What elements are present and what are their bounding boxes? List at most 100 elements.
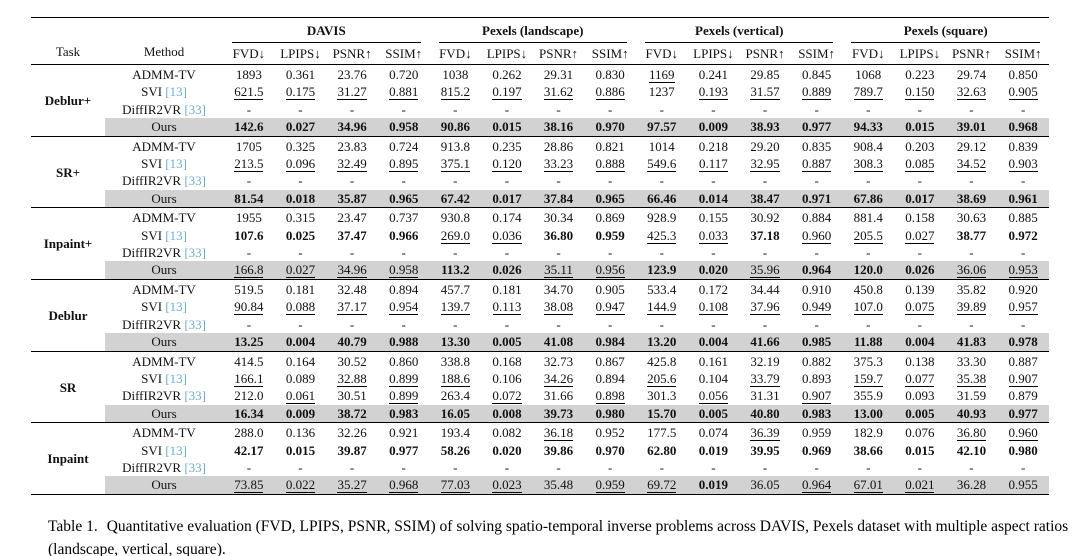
- citation-link[interactable]: [33]: [184, 459, 206, 475]
- value-cell: 38.66: [842, 442, 894, 459]
- value-cell: 0.061: [275, 387, 327, 405]
- method-cell: SVI [13]: [105, 442, 223, 459]
- value-cell: 39.95: [739, 442, 791, 459]
- method-cell: DiffIR2VR [33]: [105, 387, 223, 404]
- value-text: 33.30: [956, 353, 987, 369]
- citation-link[interactable]: [13]: [165, 370, 187, 386]
- citation-link[interactable]: [33]: [184, 388, 206, 404]
- value-cell: 0.218: [688, 136, 740, 155]
- value-cell: 0.018: [274, 189, 327, 208]
- value-cell: 0.004: [687, 333, 740, 351]
- value-cell: -: [275, 172, 327, 189]
- value-cell: 0.181: [481, 279, 533, 298]
- value-text: 39.86: [543, 442, 574, 458]
- value-text: 144.9: [647, 299, 677, 316]
- value-text: 13.30: [440, 334, 470, 350]
- value-text: -: [917, 316, 923, 332]
- column-group-label: Pexels (landscape): [438, 23, 627, 43]
- value-text: 0.888: [595, 156, 625, 173]
- value-text: 0.905: [595, 281, 625, 297]
- value-text: 0.120: [492, 156, 522, 173]
- method-cell: DiffIR2VR [33]: [105, 316, 223, 333]
- citation-link[interactable]: [13]: [165, 442, 187, 458]
- value-cell: 0.835: [791, 136, 843, 155]
- value-text: -: [814, 316, 819, 332]
- citation-link[interactable]: [13]: [165, 84, 187, 100]
- value-cell: -: [481, 101, 533, 118]
- value-text: 0.953: [1008, 262, 1038, 279]
- value-text: 32.63: [956, 84, 987, 101]
- value-cell: 34.26: [533, 370, 585, 387]
- method-cell: Ours: [105, 476, 224, 495]
- value-text: 16.05: [440, 405, 470, 421]
- value-cell: 0.983: [377, 404, 430, 423]
- value-cell: 212.0: [223, 387, 275, 404]
- citation-link[interactable]: [33]: [184, 173, 206, 189]
- value-text: 0.737: [389, 210, 419, 226]
- value-cell: 0.968: [377, 476, 430, 495]
- value-cell: -: [223, 101, 275, 118]
- value-cell: -: [842, 459, 894, 476]
- value-text: 0.203: [905, 138, 935, 154]
- value-text: 42.10: [956, 442, 987, 458]
- value-text: -: [762, 459, 768, 475]
- value-text: 0.903: [1008, 156, 1038, 173]
- metric-header: FVD↓: [232, 45, 266, 61]
- value-text: 0.223: [905, 67, 935, 82]
- value-cell: -: [481, 316, 533, 333]
- value-cell: 0.019: [687, 476, 740, 495]
- value-text: 1038: [442, 67, 469, 82]
- citation-link[interactable]: [33]: [184, 245, 206, 261]
- citation-link[interactable]: [33]: [184, 316, 206, 332]
- value-text: 621.5: [234, 84, 264, 101]
- value-cell: 0.953: [997, 261, 1049, 280]
- value-cell: -: [739, 459, 791, 476]
- value-text: 0.004: [905, 334, 935, 350]
- value-text: -: [349, 245, 355, 261]
- value-cell: 38.69: [945, 189, 998, 208]
- value-cell: 0.175: [275, 83, 327, 101]
- value-text: 35.38: [956, 370, 987, 387]
- metric-header: LPIPS↓: [899, 45, 941, 61]
- value-text: 0.008: [492, 405, 522, 421]
- value-cell: 0.168: [481, 351, 533, 370]
- value-cell: 1705: [223, 136, 275, 155]
- citation-link[interactable]: [13]: [165, 156, 187, 172]
- value-text: 0.958: [389, 119, 419, 135]
- value-text: 0.960: [1008, 425, 1038, 442]
- value-text: 0.241: [698, 67, 729, 82]
- value-text: -: [762, 316, 768, 332]
- value-cell: 40.93: [945, 404, 998, 423]
- value-cell: 0.970: [584, 118, 636, 137]
- citation-link[interactable]: [33]: [184, 101, 206, 117]
- citation-link[interactable]: [13]: [165, 227, 187, 243]
- value-text: -: [556, 459, 561, 475]
- citation-link[interactable]: [13]: [165, 299, 187, 315]
- task-block: SR+ ADMM-TV 1705 0.325 23.83 0.724 913.8 0.235 2…: [31, 136, 1049, 208]
- value-text: 13.25: [234, 334, 264, 350]
- value-cell: 0.893: [791, 370, 843, 387]
- value-text: 0.172: [698, 281, 729, 297]
- value-cell: 1068: [842, 65, 894, 84]
- method-name: SVI: [141, 227, 163, 243]
- value-text: 1705: [235, 138, 262, 154]
- value-cell: -: [533, 244, 585, 261]
- value-cell: 269.0: [430, 227, 482, 244]
- method-name: SVI: [141, 442, 163, 458]
- value-text: 0.026: [905, 262, 935, 278]
- method-name: ADMM-TV: [132, 425, 196, 441]
- value-cell: -: [842, 172, 894, 189]
- value-cell: 142.6: [223, 118, 275, 137]
- value-cell: 0.887: [997, 351, 1049, 370]
- value-cell: -: [223, 316, 275, 333]
- value-text: 0.155: [698, 210, 729, 226]
- value-text: -: [969, 101, 974, 117]
- method-cell: ADMM-TV: [105, 136, 223, 155]
- value-text: 0.968: [389, 477, 419, 494]
- value-cell: 31.31: [739, 387, 791, 404]
- value-cell: 0.720: [378, 65, 430, 84]
- table-row: Inpaint+ ADMM-TV 1955 0.315 23.47 0.737 930.8 0…: [31, 208, 1049, 251]
- value-cell: 0.172: [688, 279, 740, 298]
- value-cell: 36.39: [739, 423, 791, 442]
- value-cell: 0.033: [688, 227, 740, 244]
